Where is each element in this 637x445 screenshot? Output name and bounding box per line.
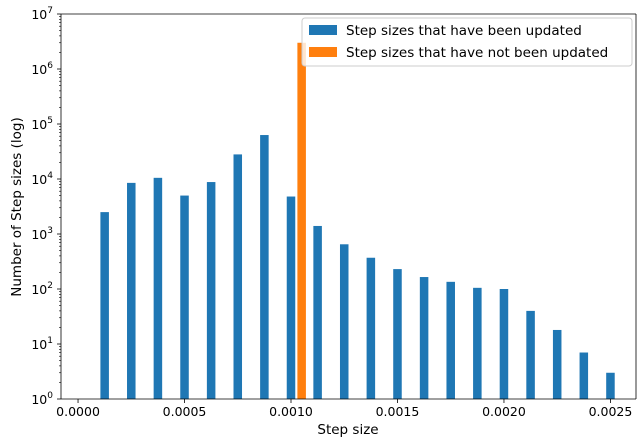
bar-updated-15: [499, 289, 509, 399]
x-tick-label-5: 0.0025: [589, 404, 633, 419]
legend-label-not-updated: Step sizes that have not been updated: [346, 45, 608, 61]
bar-updated-10: [366, 257, 376, 399]
bar-updated-3: [180, 195, 189, 399]
legend-swatch-updated: [309, 25, 337, 35]
bar-updated-7: [286, 196, 296, 399]
y-axis-label: Number of Step sizes (log): [9, 117, 25, 296]
bar-updated-16: [526, 310, 535, 399]
y-tick-label-6: 106: [31, 61, 53, 77]
bar-updated-11: [393, 269, 402, 399]
y-tick-label-7: 107: [31, 6, 53, 22]
legend-swatch-not-updated: [309, 47, 337, 57]
bar-not-updated-0: [297, 42, 306, 399]
plot-area: [60, 13, 637, 400]
x-tick-label-2: 0.0010: [269, 404, 313, 419]
x-tick-label-4: 0.0020: [482, 404, 526, 419]
bar-updated-1: [127, 182, 136, 399]
x-tick-label-0: 0.0000: [56, 404, 100, 419]
bar-updated-6: [260, 135, 269, 400]
y-tick-label-2: 102: [31, 281, 53, 297]
bars-layer: [100, 42, 615, 400]
bar-updated-9: [339, 244, 349, 399]
legend-frame: [301, 17, 633, 67]
bar-updated-5: [233, 154, 243, 399]
y-tick-label-5: 105: [31, 116, 53, 132]
x-axis-ticks: 0.0000 0.0005 0.0010 0.0015 0.0020 0.0025: [56, 399, 632, 419]
legend: Step sizes that have been updated Step s…: [301, 17, 633, 67]
bar-updated-2: [153, 177, 163, 399]
y-tick-label-4: 104: [31, 171, 53, 187]
bar-updated-17: [552, 329, 562, 399]
bar-updated-0: [100, 212, 109, 399]
x-tick-label-3: 0.0015: [376, 404, 420, 419]
y-axis-ticks: 100 101 102 103 104 105 106 107: [31, 6, 61, 407]
x-axis-label: Step size: [317, 422, 378, 438]
bar-updated-14: [473, 287, 482, 399]
bar-updated-18: [579, 352, 589, 399]
bar-updated-4: [206, 182, 216, 399]
bar-updated-8: [313, 225, 322, 399]
legend-label-updated: Step sizes that have been updated: [346, 23, 582, 39]
y-tick-label-0: 100: [31, 391, 53, 407]
bar-updated-19: [606, 372, 615, 399]
bar-updated-12: [419, 277, 429, 399]
x-tick-label-1: 0.0005: [163, 404, 207, 419]
bar-updated-13: [446, 281, 455, 399]
y-tick-label-3: 103: [31, 226, 53, 242]
y-tick-label-1: 101: [31, 336, 53, 352]
